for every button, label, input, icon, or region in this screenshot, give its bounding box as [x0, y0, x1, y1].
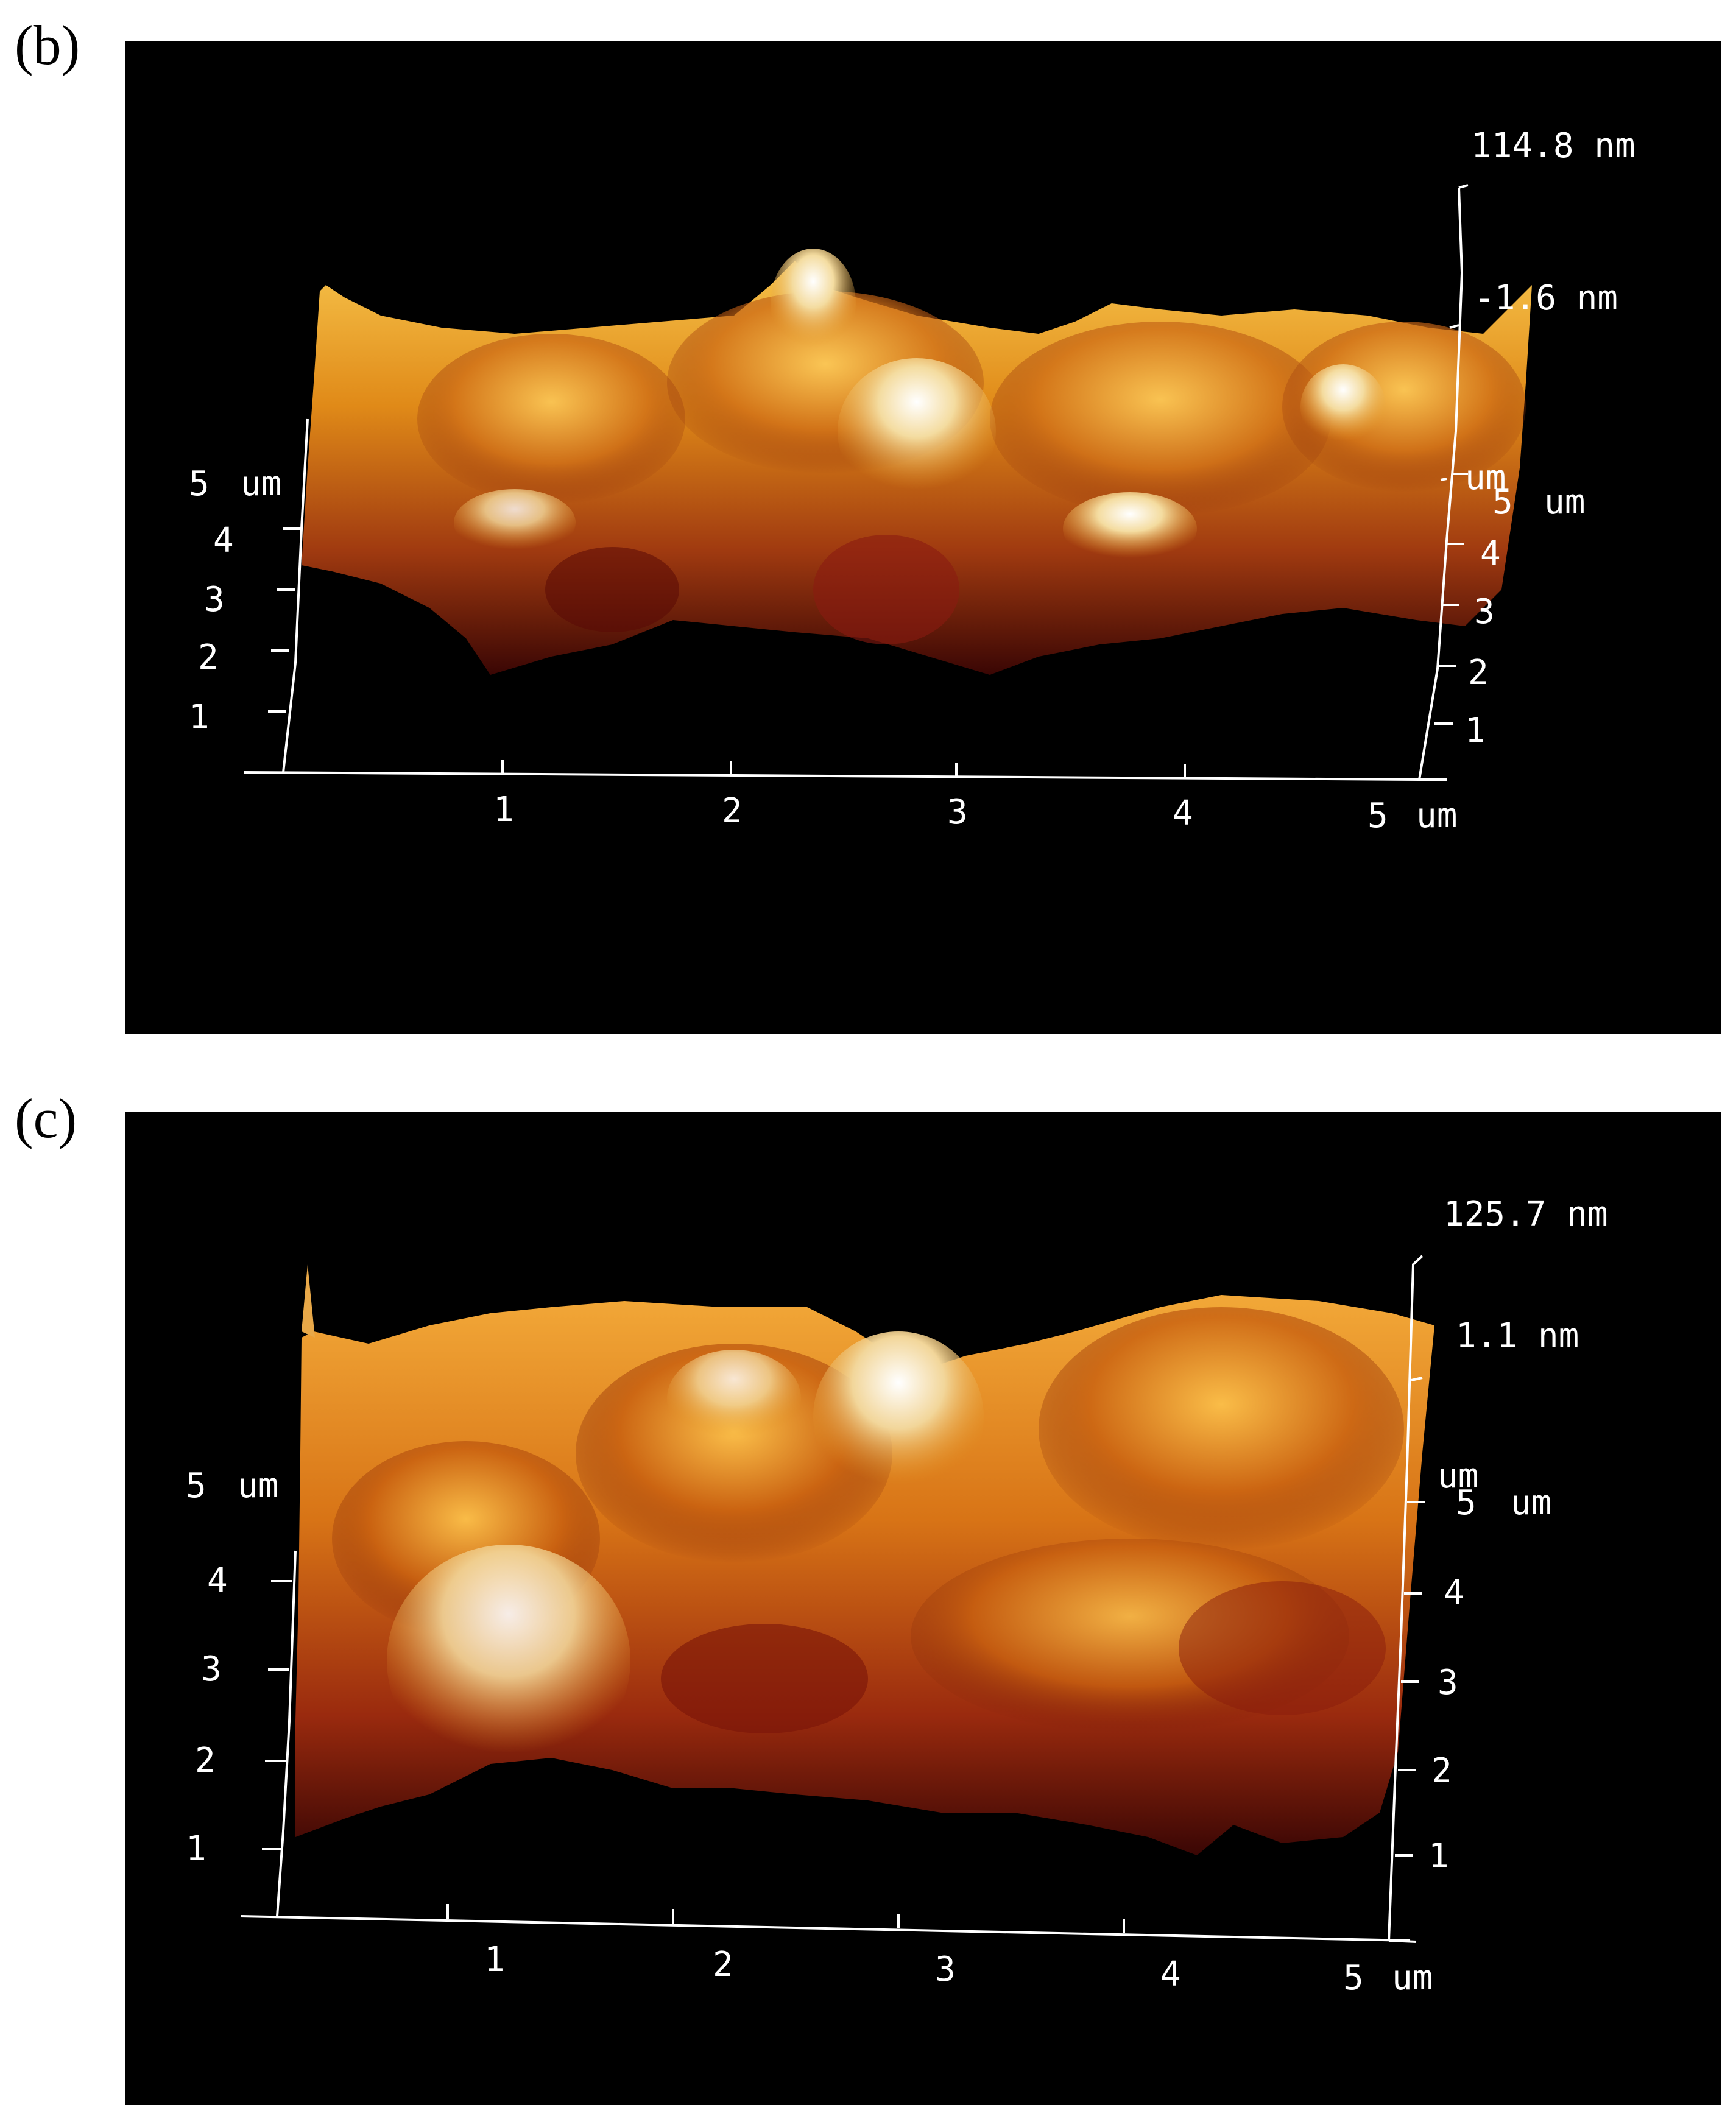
y-right-tick-b-2: 2 — [1468, 653, 1489, 693]
x-tick-b-1: 1 — [493, 790, 514, 830]
y-left-tick-b-2: 2 — [198, 638, 219, 677]
x-tick-c-5: 5 — [1343, 1958, 1364, 1998]
x-unit-c: um — [1392, 1958, 1433, 1998]
x-tick-b-2: 2 — [722, 791, 743, 831]
afm-3d-image-b: 114.8 nm -1.6 nm 5 um 4 3 2 1 um 5 um 4 … — [125, 41, 1721, 1034]
y-left-tick-c-3: 3 — [201, 1649, 222, 1689]
y-left-tick-b-3: 3 — [204, 580, 225, 619]
y-right-tick-b-3: 3 — [1474, 592, 1495, 632]
surface-topography-b — [302, 249, 1532, 675]
y-right-tick-c-5: 5 — [1456, 1483, 1477, 1523]
y-right-unit-b: um — [1544, 482, 1585, 522]
x-tick-c-4: 4 — [1160, 1955, 1181, 1994]
afm-plot-c: 125.7 nm 1.1 nm 5 um 4 3 2 1 um 5 um 4 3… — [186, 1194, 1608, 1998]
surface-topography-c — [295, 1264, 1434, 1855]
y-left-tick-b-4: 4 — [213, 521, 234, 560]
x-tick-c-3: 3 — [935, 1950, 956, 1989]
y-right-tick-b-1: 1 — [1465, 711, 1486, 750]
axes-b — [243, 184, 1469, 781]
panel-label-c: (c) — [15, 1087, 77, 1149]
y-right-unit-top-c: um — [1438, 1456, 1478, 1496]
z-mid-label-c: 1.1 nm — [1456, 1316, 1579, 1356]
x-tick-c-2: 2 — [713, 1945, 733, 1984]
y-left-unit-b: um — [241, 464, 281, 504]
y-right-unit-c: um — [1511, 1483, 1551, 1523]
x-tick-b-3: 3 — [947, 792, 968, 832]
x-tick-c-1: 1 — [484, 1940, 505, 1980]
y-left-tick-b-1: 1 — [189, 697, 210, 737]
afm-3d-image-c: 125.7 nm 1.1 nm 5 um 4 3 2 1 um 5 um 4 3… — [125, 1112, 1721, 2105]
z-mid-label-b: -1.6 nm — [1474, 278, 1618, 318]
y-right-tick-b-5: 5 — [1492, 482, 1513, 522]
y-left-unit-c: um — [238, 1466, 278, 1506]
y-right-tick-c-4: 4 — [1444, 1573, 1464, 1613]
z-max-label-c: 125.7 nm — [1444, 1194, 1608, 1234]
y-right-tick-c-1: 1 — [1428, 1836, 1449, 1876]
y-left-tick-b-5: 5 — [189, 464, 210, 504]
y-left-tick-c-5: 5 — [186, 1466, 206, 1506]
y-left-tick-c-1: 1 — [186, 1829, 206, 1869]
y-right-unit-top-b: um — [1465, 458, 1506, 498]
x-unit-b: um — [1416, 796, 1457, 836]
y-right-tick-b-4: 4 — [1480, 534, 1501, 574]
z-max-label-b: 114.8 nm — [1471, 126, 1635, 166]
panel-label-b: (b) — [15, 14, 80, 76]
y-right-tick-c-3: 3 — [1438, 1663, 1458, 1702]
y-left-tick-c-2: 2 — [195, 1741, 216, 1780]
y-left-tick-c-4: 4 — [207, 1561, 228, 1601]
y-right-tick-c-2: 2 — [1431, 1751, 1452, 1791]
x-tick-b-5: 5 — [1367, 796, 1388, 836]
x-tick-b-4: 4 — [1173, 794, 1193, 833]
afm-plot-b: 114.8 nm -1.6 nm 5 um 4 3 2 1 um 5 um 4 … — [189, 126, 1635, 836]
axes-c — [240, 1255, 1425, 1943]
